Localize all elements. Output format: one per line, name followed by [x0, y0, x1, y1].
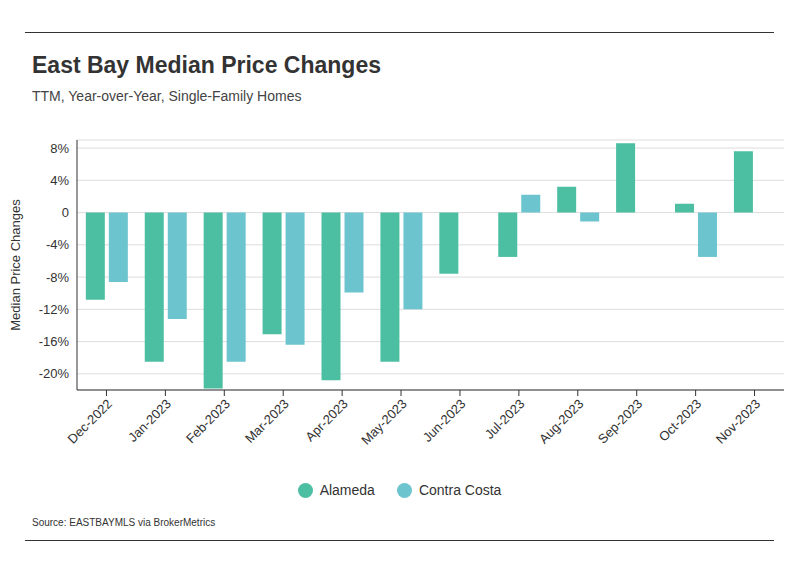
svg-text:-8%: -8%	[46, 270, 70, 285]
svg-text:4%: 4%	[50, 173, 69, 188]
svg-text:-16%: -16%	[39, 334, 70, 349]
svg-text:Feb-2023: Feb-2023	[183, 396, 233, 446]
svg-text:Jan-2023: Jan-2023	[125, 396, 174, 445]
svg-text:8%: 8%	[50, 141, 69, 156]
svg-text:Mar-2023: Mar-2023	[242, 396, 292, 446]
svg-text:Dec-2022: Dec-2022	[65, 396, 115, 446]
html-text:Alameda: Alameda	[319, 482, 375, 498]
html-text:TTM, Year-over-Year, Single-Fa: TTM, Year-over-Year, Single-Family Homes	[32, 88, 302, 104]
svg-text:Jun-2023: Jun-2023	[420, 396, 469, 445]
svg-text:-20%: -20%	[39, 366, 70, 381]
svg-text:Apr-2023: Apr-2023	[302, 396, 350, 444]
svg-text:0: 0	[62, 205, 69, 220]
svg-text:-12%: -12%	[39, 302, 70, 317]
svg-text:Aug-2023: Aug-2023	[536, 396, 586, 446]
svg-text:May-2023: May-2023	[358, 396, 409, 447]
svg-text:Nov-2023: Nov-2023	[713, 396, 763, 446]
html-text:Contra Costa: Contra Costa	[418, 482, 502, 498]
svg-text:Sep-2023: Sep-2023	[595, 396, 645, 446]
html-text:Source: EASTBAYMLS via BrokerM: Source: EASTBAYMLS via BrokerMetrics	[32, 517, 216, 528]
svg-text:Oct-2023: Oct-2023	[656, 396, 704, 444]
svg-text:-4%: -4%	[46, 237, 70, 252]
svg-text:Jul-2023: Jul-2023	[482, 396, 528, 442]
html-text:East Bay Median Price Changes: East Bay Median Price Changes	[32, 52, 381, 78]
svg-text:Median Price Changes: Median Price Changes	[8, 199, 23, 331]
